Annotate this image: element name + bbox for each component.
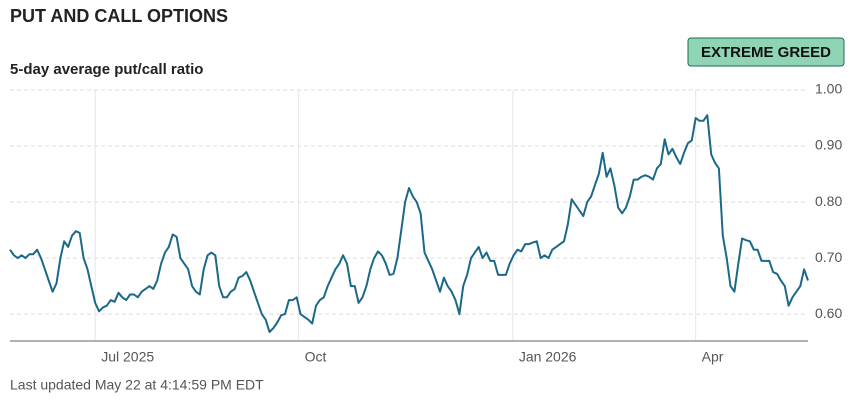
x-tick-label: Jul 2025 (101, 349, 154, 365)
x-tick-label: Jan 2026 (519, 349, 577, 365)
y-tick-label: 0.70 (815, 249, 842, 265)
series-line (9, 114, 809, 333)
y-tick-label: 0.80 (815, 193, 842, 209)
y-tick-label: 0.90 (815, 137, 842, 153)
chart-title: PUT AND CALL OPTIONS (10, 6, 228, 26)
x-tick-label: Oct (305, 349, 327, 365)
footer: Last updated May 22 at 4:14:59 PM EDT (10, 377, 264, 393)
badge-box (687, 37, 845, 67)
x-tick-label: Apr (702, 349, 724, 365)
y-tick-label: 0.60 (815, 305, 842, 321)
chart-subtitle: 5-day average put/call ratio (10, 61, 203, 78)
y-tick-label: 1.00 (815, 81, 842, 97)
badge: EXTREME GREED (701, 44, 831, 61)
